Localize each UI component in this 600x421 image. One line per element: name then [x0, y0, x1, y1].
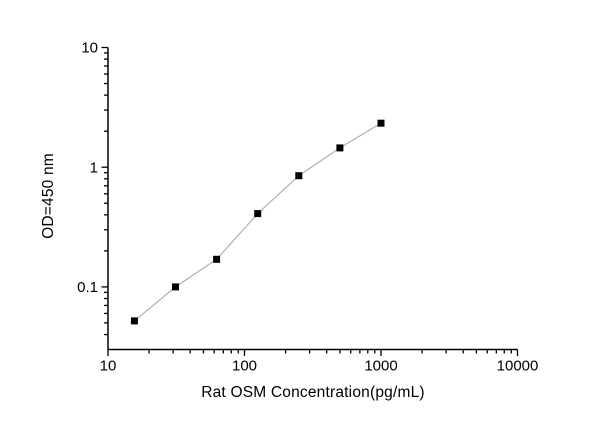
data-series — [130, 119, 385, 325]
data-point-marker — [377, 119, 385, 127]
x-tick-label: 100 — [232, 358, 257, 375]
data-point-marker — [130, 317, 138, 325]
x-tick-label: 1000 — [364, 358, 397, 375]
data-point-marker — [213, 255, 221, 263]
y-tick-label: 0.1 — [77, 279, 98, 296]
x-tick-label: 10 — [100, 358, 117, 375]
data-point-marker — [295, 172, 303, 180]
axis-tick-labels: 10 100 1000 10000 0.1 1 10 — [77, 40, 538, 375]
axis-frame — [107, 47, 518, 351]
axis-ticks — [101, 46, 519, 356]
y-tick-label: 1 — [90, 159, 98, 176]
y-axis-title: OD=450 nm — [40, 153, 57, 239]
data-point-marker — [254, 210, 262, 218]
x-axis-title: Rat OSM Concentration(pg/mL) — [201, 384, 425, 401]
y-tick-label: 10 — [81, 40, 98, 57]
x-tick-label: 10000 — [497, 358, 539, 375]
series-line — [134, 122, 382, 322]
data-point-marker — [172, 283, 179, 291]
data-point-marker — [336, 144, 344, 152]
axes — [107, 47, 518, 351]
